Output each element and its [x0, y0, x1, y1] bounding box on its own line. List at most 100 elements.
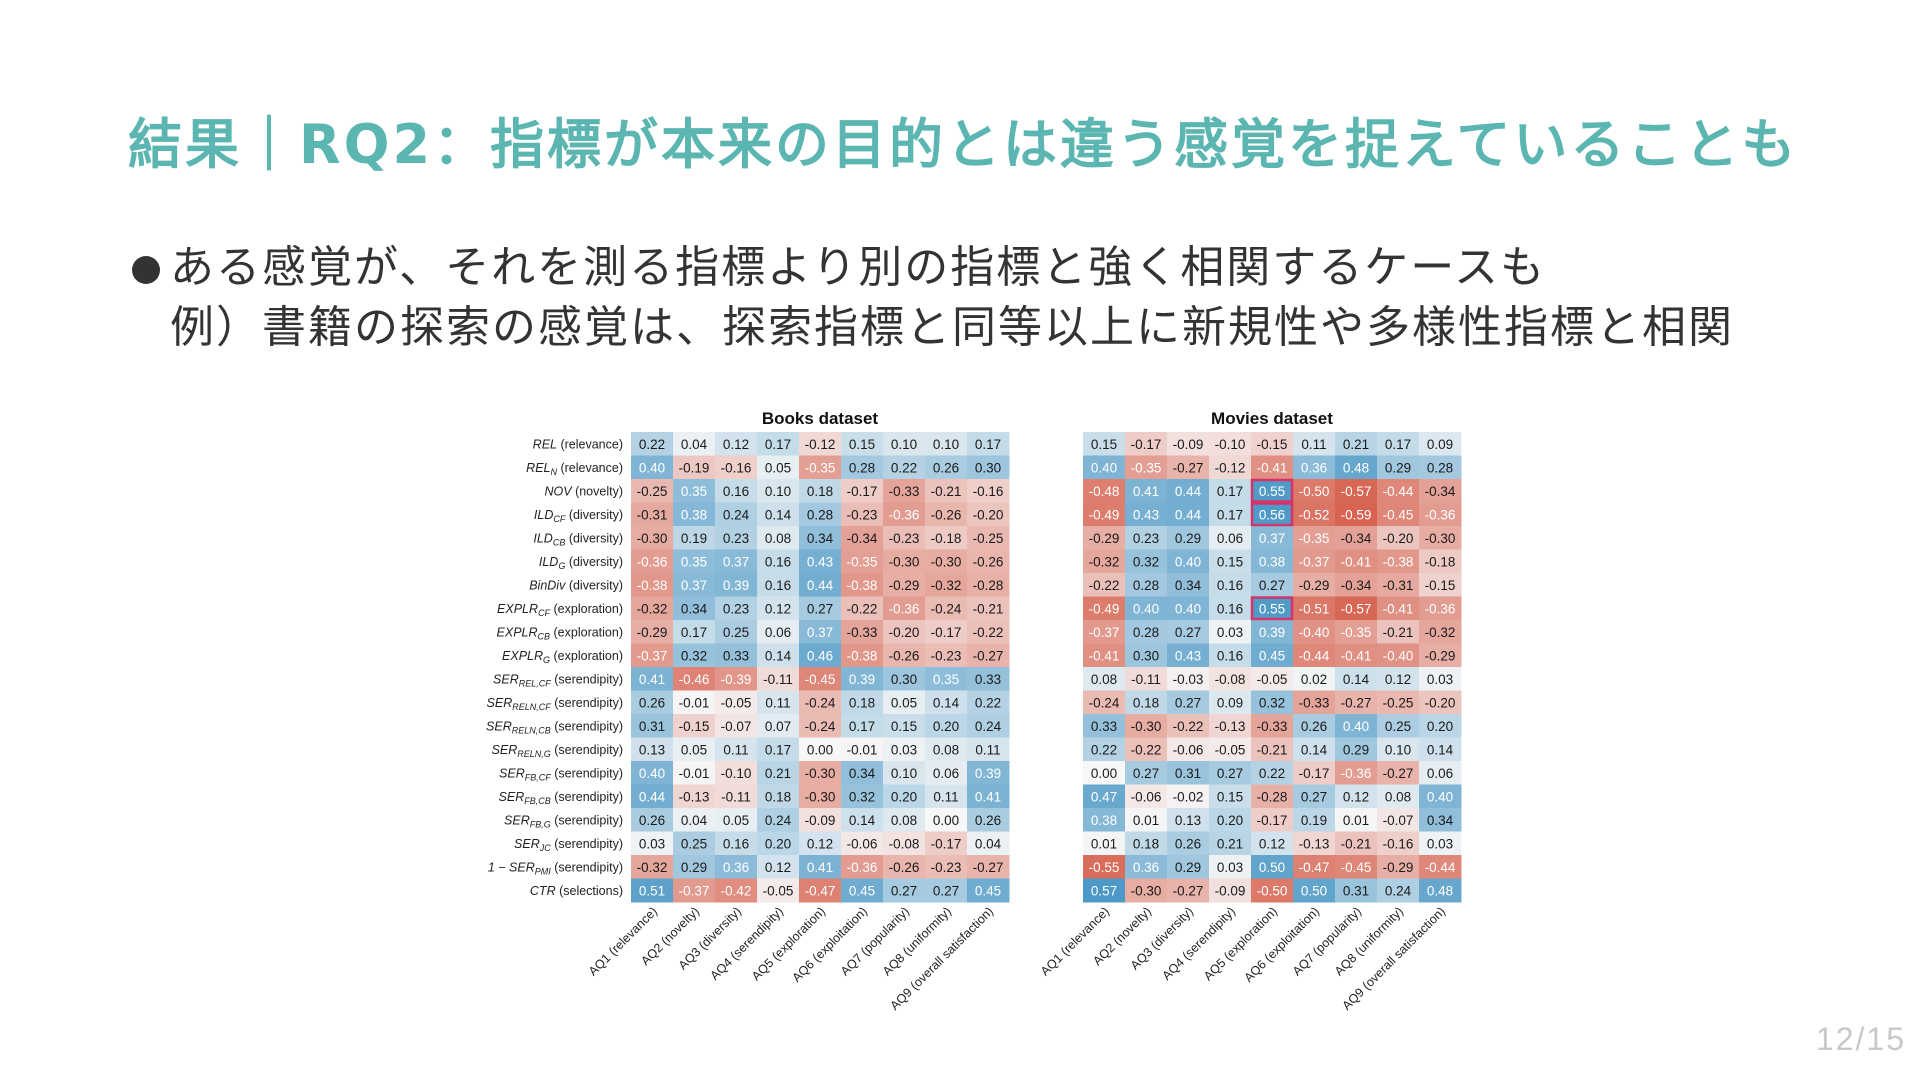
heatmap-cell	[631, 573, 674, 597]
cell-value: 0.26	[1301, 719, 1327, 734]
heatmap-cell	[1293, 455, 1336, 480]
heatmap-cell	[1251, 502, 1294, 527]
heatmap-cell	[925, 737, 968, 762]
cell-value: -0.12	[805, 437, 836, 452]
heatmap-cell	[1419, 855, 1462, 879]
heatmap-cell	[1167, 502, 1210, 527]
bullet-dot-icon	[132, 256, 160, 284]
highlighted-cell	[1250, 502, 1294, 527]
cell-value: -0.48	[1089, 484, 1120, 499]
cell-value: 0.39	[975, 766, 1001, 781]
cell-value: 0.28	[1427, 460, 1453, 475]
heatmap-cell	[841, 432, 884, 456]
cell-value: 0.08	[891, 813, 917, 828]
heatmap-cell	[1419, 690, 1462, 715]
cell-value: 0.17	[1385, 437, 1411, 452]
cell-value: 0.17	[765, 742, 791, 757]
heatmap-cell	[1335, 502, 1378, 527]
row-label: CTR (selections)	[530, 884, 623, 898]
heatmap-cell	[1293, 714, 1336, 738]
cell-value: 0.11	[723, 742, 748, 757]
heatmap-cell	[1125, 620, 1168, 644]
heatmap-cell	[799, 479, 842, 503]
heatmap-cell	[1419, 878, 1462, 903]
heatmap-cell	[1377, 526, 1420, 550]
heatmap-cell	[1293, 502, 1336, 527]
cell-value: 0.43	[1133, 507, 1159, 522]
cell-value: -0.01	[679, 766, 710, 781]
heatmap-cell	[1083, 761, 1126, 785]
cell-value: -0.08	[1215, 672, 1246, 687]
heatmap-cell	[1335, 808, 1378, 832]
heatmap-cell	[631, 667, 674, 691]
heatmap-cell	[1209, 526, 1252, 550]
heatmap-cell	[1335, 620, 1378, 644]
heatmap-cell	[883, 455, 926, 480]
column-label: AQ1 (relevance)	[1038, 904, 1112, 978]
heatmap-cell	[1335, 667, 1378, 691]
heatmap-cell	[631, 690, 674, 715]
heatmap-cell	[1167, 784, 1210, 809]
cell-value: -0.06	[847, 836, 878, 851]
cell-value: 0.33	[1091, 719, 1117, 734]
cell-value: 0.39	[849, 672, 875, 687]
cell-value: 0.10	[891, 766, 917, 781]
cell-value: 0.44	[807, 578, 834, 593]
heatmap-cell	[1083, 455, 1126, 480]
cell-value: -0.16	[973, 484, 1004, 499]
cell-value: -0.37	[637, 648, 668, 663]
heatmap-cell	[1125, 432, 1168, 456]
cell-value: -0.45	[1341, 860, 1372, 875]
cell-value: -0.11	[763, 672, 793, 687]
heatmap-cell	[967, 737, 1010, 762]
heatmap-cell	[925, 784, 968, 809]
cell-value: 0.30	[1133, 648, 1159, 663]
cell-value: 0.17	[681, 625, 707, 640]
cell-value: 0.26	[1175, 836, 1201, 851]
heatmap-cell	[631, 878, 674, 903]
heatmap-cell	[631, 596, 674, 621]
heatmap-cell	[673, 549, 716, 574]
cell-value: 0.22	[975, 695, 1001, 710]
cell-value: -0.23	[931, 860, 962, 875]
cell-value: 0.20	[765, 836, 791, 851]
heatmap-cell	[1083, 878, 1126, 903]
heatmap-cell	[757, 643, 800, 668]
heatmap-cell	[673, 761, 716, 785]
heatmap-cell	[841, 643, 884, 668]
cell-value: -0.49	[1089, 507, 1120, 522]
cell-value: -0.05	[1215, 742, 1246, 757]
cell-value: 0.40	[639, 766, 665, 781]
cell-value: -0.21	[973, 601, 1004, 616]
column-label: AQ5 (exploration)	[749, 904, 828, 983]
heatmap-cell	[1125, 761, 1168, 785]
cell-value: -0.44	[1299, 648, 1330, 663]
cell-value: -0.21	[1383, 625, 1414, 640]
cell-value: 0.12	[807, 836, 833, 851]
cell-value: 0.06	[765, 625, 791, 640]
heatmap-cell	[673, 455, 716, 480]
cell-value: 0.12	[1259, 836, 1285, 851]
heatmap-cell	[883, 620, 926, 644]
heatmap-cell	[883, 714, 926, 738]
heatmap-cell	[841, 737, 884, 762]
cell-value: 0.50	[1301, 883, 1327, 898]
cell-value: 0.34	[849, 766, 876, 781]
heatmap-cell	[1167, 690, 1210, 715]
cell-value: -0.35	[1131, 460, 1162, 475]
heatmap-cell	[925, 808, 968, 832]
cell-value: -0.13	[1215, 719, 1246, 734]
cell-value: -0.38	[847, 578, 878, 593]
cell-value: 0.16	[723, 484, 749, 499]
heatmap-cell	[1419, 761, 1462, 785]
cell-value: 0.13	[1175, 813, 1201, 828]
cell-value: 0.15	[849, 437, 875, 452]
cell-value: 0.08	[1385, 789, 1411, 804]
heatmap-cell	[1419, 737, 1462, 762]
cell-value: 0.37	[723, 554, 749, 569]
heatmap-cell	[1419, 479, 1462, 503]
cell-value: 0.41	[807, 860, 833, 875]
cell-value: -0.16	[721, 460, 752, 475]
cell-value: 0.21	[1217, 836, 1243, 851]
heatmap-cell	[1293, 432, 1336, 456]
